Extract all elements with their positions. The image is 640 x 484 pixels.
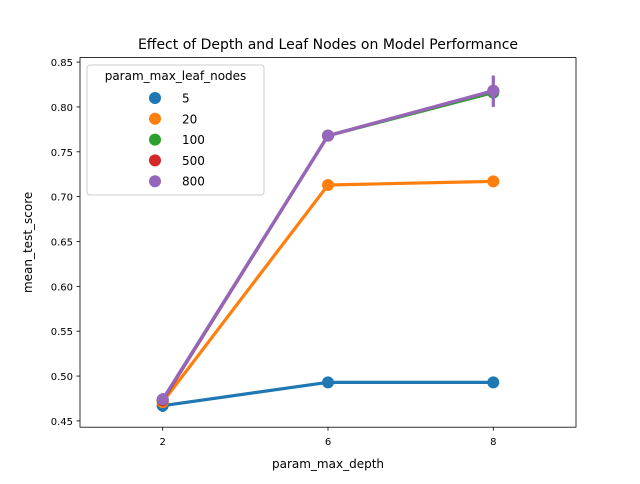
legend-box — [86, 64, 265, 196]
legend-label: 800 — [182, 175, 205, 189]
data-point — [487, 84, 500, 97]
y-tick-label: 0.50 — [51, 372, 73, 383]
y-axis-label: mean_test_score — [21, 192, 35, 293]
x-tick-label: 2 — [160, 437, 166, 448]
y-tick-label: 0.85 — [51, 58, 73, 69]
legend-label: 20 — [182, 112, 197, 126]
legend-marker — [149, 133, 161, 146]
data-point — [487, 175, 500, 188]
series-800 — [156, 75, 500, 406]
x-tick-label: 8 — [490, 437, 496, 448]
x-axis-label: param_max_depth — [272, 457, 384, 471]
data-point — [156, 393, 169, 406]
x-tick-label: 6 — [325, 437, 331, 448]
y-tick-label: 0.65 — [51, 238, 73, 249]
y-tick-label: 0.60 — [51, 282, 73, 293]
data-point — [322, 178, 334, 191]
legend-marker — [149, 175, 161, 188]
y-axis: 0.45 0.50 0.55 0.60 0.65 0.70 0.75 0.80 0.85 — [51, 58, 80, 428]
data-point — [322, 129, 334, 142]
y-tick-label: 0.45 — [51, 417, 73, 428]
series-5 — [156, 376, 500, 412]
y-tick-label: 0.80 — [51, 103, 73, 114]
legend-marker — [149, 154, 161, 167]
y-tick-label: 0.75 — [51, 148, 73, 159]
legend-entries: 5 20 100 500 800 — [149, 92, 205, 189]
x-axis: 2 6 8 — [160, 427, 496, 448]
legend-marker — [149, 92, 161, 104]
legend-label: 500 — [182, 154, 205, 168]
y-tick-label: 0.55 — [51, 327, 73, 338]
series-20 — [156, 175, 500, 409]
series-layer — [156, 75, 500, 412]
legend-marker — [149, 112, 161, 125]
y-tick-label: 0.70 — [51, 193, 73, 204]
data-point — [487, 376, 500, 389]
legend-title: param_max_leaf_nodes — [105, 69, 247, 83]
legend-label: 5 — [182, 92, 190, 106]
chart-title: Effect of Depth and Leaf Nodes on Model … — [138, 37, 518, 53]
legend-label: 100 — [182, 133, 205, 147]
legend: param_max_leaf_nodes 5 20 100 500 800 — [86, 64, 265, 196]
series-line — [161, 179, 495, 404]
data-point — [322, 376, 334, 389]
